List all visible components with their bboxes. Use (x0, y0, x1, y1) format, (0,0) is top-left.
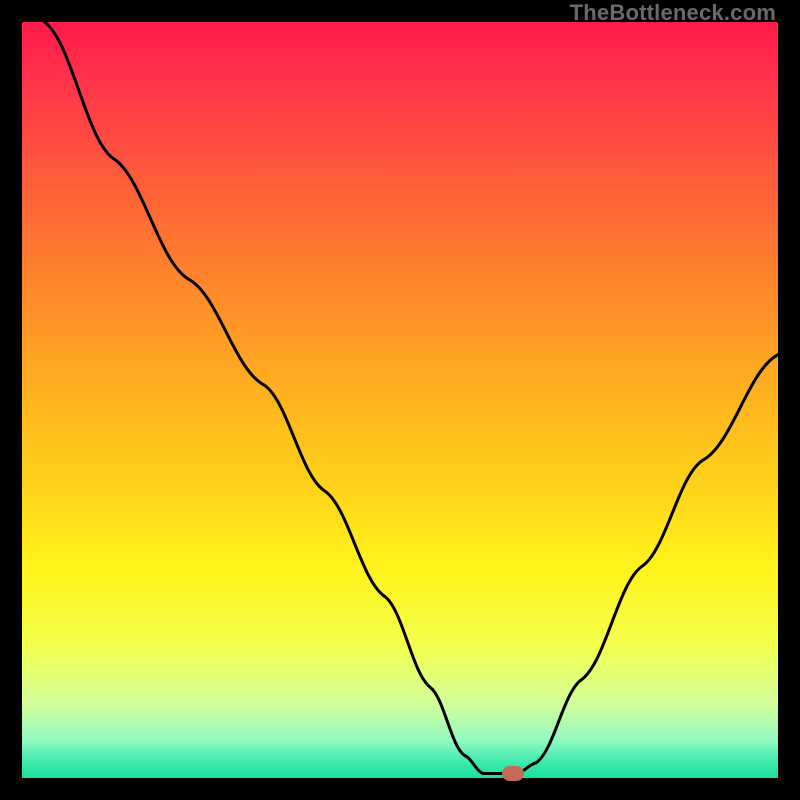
optimal-marker (502, 766, 524, 781)
watermark-text: TheBottleneck.com (570, 0, 776, 26)
chart-svg (22, 22, 778, 778)
chart-frame: TheBottleneck.com (0, 0, 800, 800)
gradient-background (22, 22, 778, 778)
plot-area (22, 22, 778, 778)
